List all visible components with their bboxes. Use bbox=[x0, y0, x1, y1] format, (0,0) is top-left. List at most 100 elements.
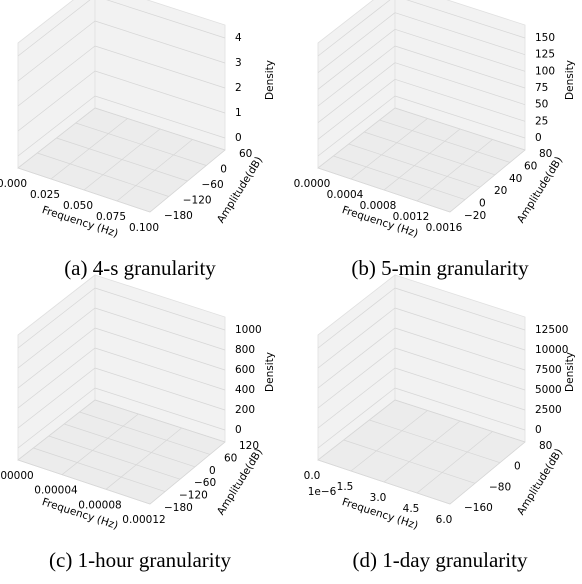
y-tick-label: −60 bbox=[202, 179, 224, 191]
grid-line bbox=[37, 152, 169, 197]
z-tick-label: 2500 bbox=[535, 404, 562, 416]
caption: (d) 1-day granularity bbox=[353, 548, 528, 572]
x-tick-label: 0.0016 bbox=[426, 222, 463, 234]
z-tick-label: 400 bbox=[235, 384, 255, 396]
grid-line bbox=[79, 411, 211, 455]
grid-line bbox=[333, 155, 466, 200]
x-tick-label: 0.0004 bbox=[327, 189, 364, 201]
y-axis-label: Amplitude(dB) bbox=[515, 155, 565, 226]
z-tick-label: 10000 bbox=[535, 344, 568, 356]
grid-line bbox=[94, 70, 226, 114]
z-tick-label: 0 bbox=[535, 424, 542, 436]
grid-line bbox=[317, 62, 396, 123]
grid-line bbox=[394, 107, 526, 151]
grid-line bbox=[364, 131, 496, 176]
x-tick-label: 0.0 bbox=[304, 470, 321, 482]
grid-line bbox=[17, 95, 96, 157]
y-tick-label: −180 bbox=[164, 502, 193, 514]
x-tick-label: 3.0 bbox=[370, 492, 387, 504]
z-tick-label: 0 bbox=[535, 132, 542, 144]
grid-line bbox=[394, 45, 526, 89]
grid-line bbox=[17, 0, 91, 57]
grid-line bbox=[64, 423, 196, 468]
grid-line bbox=[383, 420, 461, 483]
z-tick-label: 100 bbox=[535, 65, 555, 77]
grid-line bbox=[350, 118, 428, 180]
grid-line bbox=[17, 287, 96, 349]
z-tick-label: 5000 bbox=[535, 384, 562, 396]
grid-line bbox=[17, 347, 96, 409]
grid-line bbox=[394, 287, 526, 331]
z-tick-label: 1000 bbox=[235, 324, 262, 336]
grid-line bbox=[343, 439, 476, 484]
x-tick-label: 6.0 bbox=[436, 514, 453, 526]
z-tick-label: 25 bbox=[535, 115, 548, 127]
x-tick-label: 4.5 bbox=[403, 503, 420, 515]
grid-line bbox=[379, 119, 511, 163]
grid-line bbox=[94, 107, 226, 151]
z-tick-label: 7500 bbox=[535, 364, 562, 376]
grid-line bbox=[317, 107, 396, 169]
z-tick-label: 1 bbox=[235, 107, 242, 119]
grid-line bbox=[94, 327, 226, 371]
grid-line bbox=[17, 387, 96, 449]
y-tick-label: 0 bbox=[514, 461, 521, 473]
grid-line bbox=[394, 307, 526, 351]
y-tick-label: −180 bbox=[164, 210, 193, 222]
grid-line bbox=[317, 79, 396, 140]
z-tick-label: 0 bbox=[235, 424, 242, 436]
grid-line bbox=[317, 45, 396, 107]
grid-line bbox=[75, 122, 207, 166]
caption: (a) 4-s granularity bbox=[64, 256, 216, 280]
z-tick-label: 4 bbox=[235, 32, 242, 44]
grid-line bbox=[317, 327, 396, 389]
grid-line bbox=[17, 20, 96, 82]
grid-line bbox=[94, 387, 226, 431]
grid-line bbox=[317, 387, 396, 449]
y-tick-label: −20 bbox=[464, 210, 486, 222]
grid-line bbox=[56, 137, 188, 182]
z-axis-label: Density bbox=[264, 352, 276, 392]
y-tick-label: 60 bbox=[239, 148, 252, 160]
grid-line bbox=[17, 167, 151, 213]
z-tick-label: 150 bbox=[535, 32, 555, 44]
grid-line bbox=[416, 431, 493, 494]
grid-line bbox=[317, 367, 396, 429]
z-tick-label: 50 bbox=[535, 99, 548, 111]
grid-line bbox=[94, 307, 226, 351]
grid-line bbox=[449, 441, 526, 505]
grid-line bbox=[394, 29, 526, 72]
grid-line bbox=[17, 399, 96, 461]
y-axis-label: Amplitude(dB) bbox=[515, 447, 565, 518]
panel: 0.000000.000040.000080.00012−180−120−600… bbox=[0, 274, 276, 572]
grid-line bbox=[94, 287, 226, 331]
grid-line bbox=[406, 0, 526, 39]
z-axis-label: Density bbox=[564, 352, 576, 392]
grid-line bbox=[317, 29, 396, 90]
grid-line bbox=[383, 128, 461, 191]
grid-line bbox=[94, 95, 226, 139]
x-tick-label: 0.100 bbox=[129, 222, 159, 234]
grid-line bbox=[317, 399, 396, 461]
y-tick-label: −120 bbox=[183, 195, 212, 207]
grid-line bbox=[350, 410, 428, 472]
x-tick-label: 0.025 bbox=[30, 189, 60, 201]
y-axis-label: Amplitude(dB) bbox=[215, 447, 265, 518]
x-tick-label: 1.5 bbox=[337, 481, 354, 493]
z-axis-label: Density bbox=[264, 60, 276, 100]
grid-line bbox=[94, 45, 226, 89]
grid-line bbox=[61, 413, 139, 475]
grid-line bbox=[94, 399, 226, 443]
x-tick-label: 0.0008 bbox=[360, 200, 397, 212]
y-tick-label: 60 bbox=[524, 160, 537, 172]
x-tick-label: 0.000 bbox=[0, 178, 27, 190]
grid-line bbox=[317, 12, 396, 73]
caption: (c) 1-hour granularity bbox=[49, 548, 231, 572]
x-tick-label: 0.00012 bbox=[122, 514, 165, 526]
y-tick-label: −120 bbox=[179, 490, 208, 502]
y-tick-label: 40 bbox=[509, 173, 522, 185]
x-offset-label: 1e−6 bbox=[308, 486, 337, 498]
grid-line bbox=[94, 367, 226, 411]
